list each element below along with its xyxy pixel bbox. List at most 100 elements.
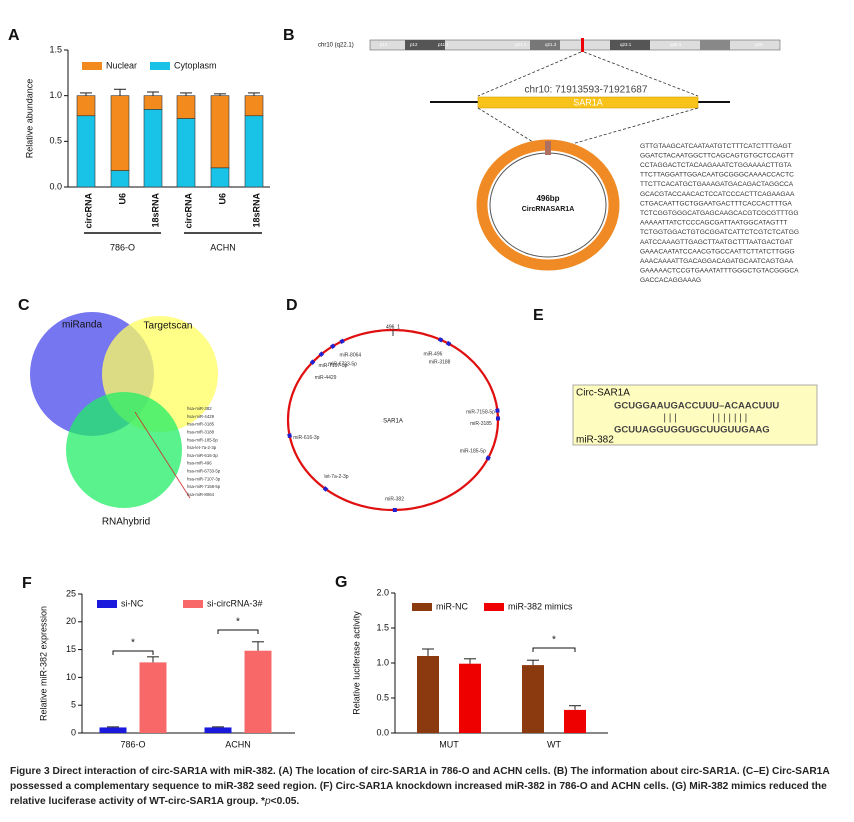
legend-swatch xyxy=(412,603,432,611)
mirna-name: hsa-miR-382 xyxy=(187,406,212,411)
venn-set xyxy=(66,392,182,508)
band-label: p12 xyxy=(410,42,418,47)
legend-swatch xyxy=(484,603,504,611)
bar-segment xyxy=(76,95,96,117)
band xyxy=(530,40,560,50)
chromosome-label: chr10 (q22.1) xyxy=(318,43,354,49)
bar xyxy=(204,727,232,733)
chromosome xyxy=(369,39,781,51)
pairs: ||| ||||||| xyxy=(662,414,749,424)
band-label: q21.1 xyxy=(515,42,527,47)
bar-segment xyxy=(143,95,163,110)
band xyxy=(700,40,730,50)
legend-swatch xyxy=(150,62,170,70)
mirna-name: hsa-miR-7158-5p xyxy=(187,484,221,489)
site-label: miR-616-3p xyxy=(293,435,319,441)
legend-label: miR-NC xyxy=(436,601,468,611)
caption-text: Figure 3 xyxy=(10,766,50,777)
legend-swatch xyxy=(183,600,203,608)
site-label: miR-496 xyxy=(423,351,442,357)
zoom-line xyxy=(477,51,582,97)
figure: B chr10 (q22.1) p14 p12 p11.1 q21.1 q21.3 q23… xyxy=(8,27,818,749)
panel-label: F xyxy=(22,575,32,592)
bar-segment xyxy=(110,95,130,171)
panel-label: B xyxy=(283,27,295,44)
bar xyxy=(522,665,544,733)
panel-label: E xyxy=(533,307,544,324)
x-tick-label: circRNA xyxy=(183,193,193,229)
sequence-line: CTGACAATTGCTGGAATGACTTTCACCACTTTGA xyxy=(640,200,792,207)
band xyxy=(405,40,445,50)
exon xyxy=(477,96,699,109)
x-tick-label: WT xyxy=(547,739,561,749)
y-tick-label: 1.0 xyxy=(376,657,389,667)
locus-marker xyxy=(581,38,584,52)
top-name: Circ-SAR1A xyxy=(576,388,630,399)
gene-name: SAR1A xyxy=(573,97,603,107)
site-mark xyxy=(495,408,500,413)
x-tick-label: U6 xyxy=(217,193,227,205)
site-label: miR-185-5p xyxy=(460,449,486,455)
site-label: miR-3185 xyxy=(470,421,492,427)
band-label: p11.1 xyxy=(438,42,449,47)
bar-segment xyxy=(210,95,230,169)
bar xyxy=(139,662,167,733)
site-label: miR-6733-5p xyxy=(328,362,357,368)
site-mark xyxy=(495,416,501,421)
caption-text: G xyxy=(675,781,683,792)
sequence-line: TTCTTCACATGCTGAAAGATGACAGACTAGGCCA xyxy=(640,181,794,188)
bar-segment xyxy=(244,115,264,188)
bar-segment xyxy=(76,115,96,188)
zoom-line xyxy=(583,51,699,97)
caption-text: <0.05. xyxy=(270,796,300,807)
y-tick-label: 0.0 xyxy=(376,727,389,737)
y-axis-label: Relative abundance xyxy=(24,79,34,159)
sequence-line: GTTGTAAGCATCAATAATGTCTTTCATCTTTGAGT xyxy=(640,143,792,150)
caption-text: ) The location of circ-SAR1A in 786-O an… xyxy=(289,766,557,777)
site-mark xyxy=(318,351,325,358)
caption-text: ) The information about circ-SAR1A. ( xyxy=(564,766,746,777)
sequence-line: GCACGTACCAACACTCCATCCCACTTCAGAAGAA xyxy=(640,191,795,198)
legend-swatch xyxy=(82,62,102,70)
panel-label: D xyxy=(286,297,298,314)
y-axis-label: Relative miR-382 expression xyxy=(38,606,48,721)
bottom-seq: GCUUAGGUGGUGCUUGUUGAAG xyxy=(614,425,770,436)
y-tick-label: 15 xyxy=(66,644,76,654)
bar xyxy=(564,709,586,733)
y-tick-label: 5 xyxy=(71,700,76,710)
circ-size: 496bp xyxy=(536,194,559,203)
y-tick-label: 0.5 xyxy=(49,136,62,146)
centromere xyxy=(480,40,500,50)
band-label: q26 xyxy=(755,42,763,47)
set-label: RNAhybrid xyxy=(102,517,150,528)
x-tick-label: 18sRNA xyxy=(251,193,261,228)
caption-text: p xyxy=(264,796,271,807)
site-label: miR-3188 xyxy=(429,360,451,366)
set-label: Targetscan xyxy=(144,321,193,332)
y-tick-label: 1.5 xyxy=(376,622,389,632)
sequence-line: TCTCGGTGGGCATGAGCAAGCACGTCGCGTTTGG xyxy=(640,210,799,217)
sequence-line: TTCTTAGGATTGGACAATGCGGGCAAAACCACTC xyxy=(640,172,794,179)
y-tick-label: 25 xyxy=(66,588,76,598)
caption-text: B xyxy=(556,766,565,777)
site-mark xyxy=(485,455,491,461)
mirna-name: hsa-miR-616-3p xyxy=(187,453,218,458)
bottom-name: miR-382 xyxy=(576,435,614,446)
band-label: p14 xyxy=(380,42,388,47)
bar xyxy=(417,656,439,733)
band-label: q25.1 xyxy=(670,42,682,47)
site-label: miR-4429 xyxy=(315,375,337,381)
sequence-line: GGATCTACAATGGCTTCAGCAGTGTGCTCCAGTT xyxy=(640,152,794,159)
mirna-name: hsa-miR-6733-5p xyxy=(187,469,221,474)
x-tick-label: 786-O xyxy=(120,739,145,749)
band-label: q23.1 xyxy=(620,42,632,47)
sig-star: * xyxy=(552,635,556,646)
legend-label: si-NC xyxy=(121,598,144,608)
set-label: miRanda xyxy=(62,320,102,331)
site-mark xyxy=(437,337,444,343)
top-seq: GCUGGAAUGACCUUU–ACAACUUU xyxy=(614,401,779,412)
group-label: 786-O xyxy=(110,242,135,252)
site-mark xyxy=(339,338,345,345)
sequence-line: AAAAATTATCTCCCAGCGATTAATGGCATAGTTT xyxy=(640,220,787,227)
